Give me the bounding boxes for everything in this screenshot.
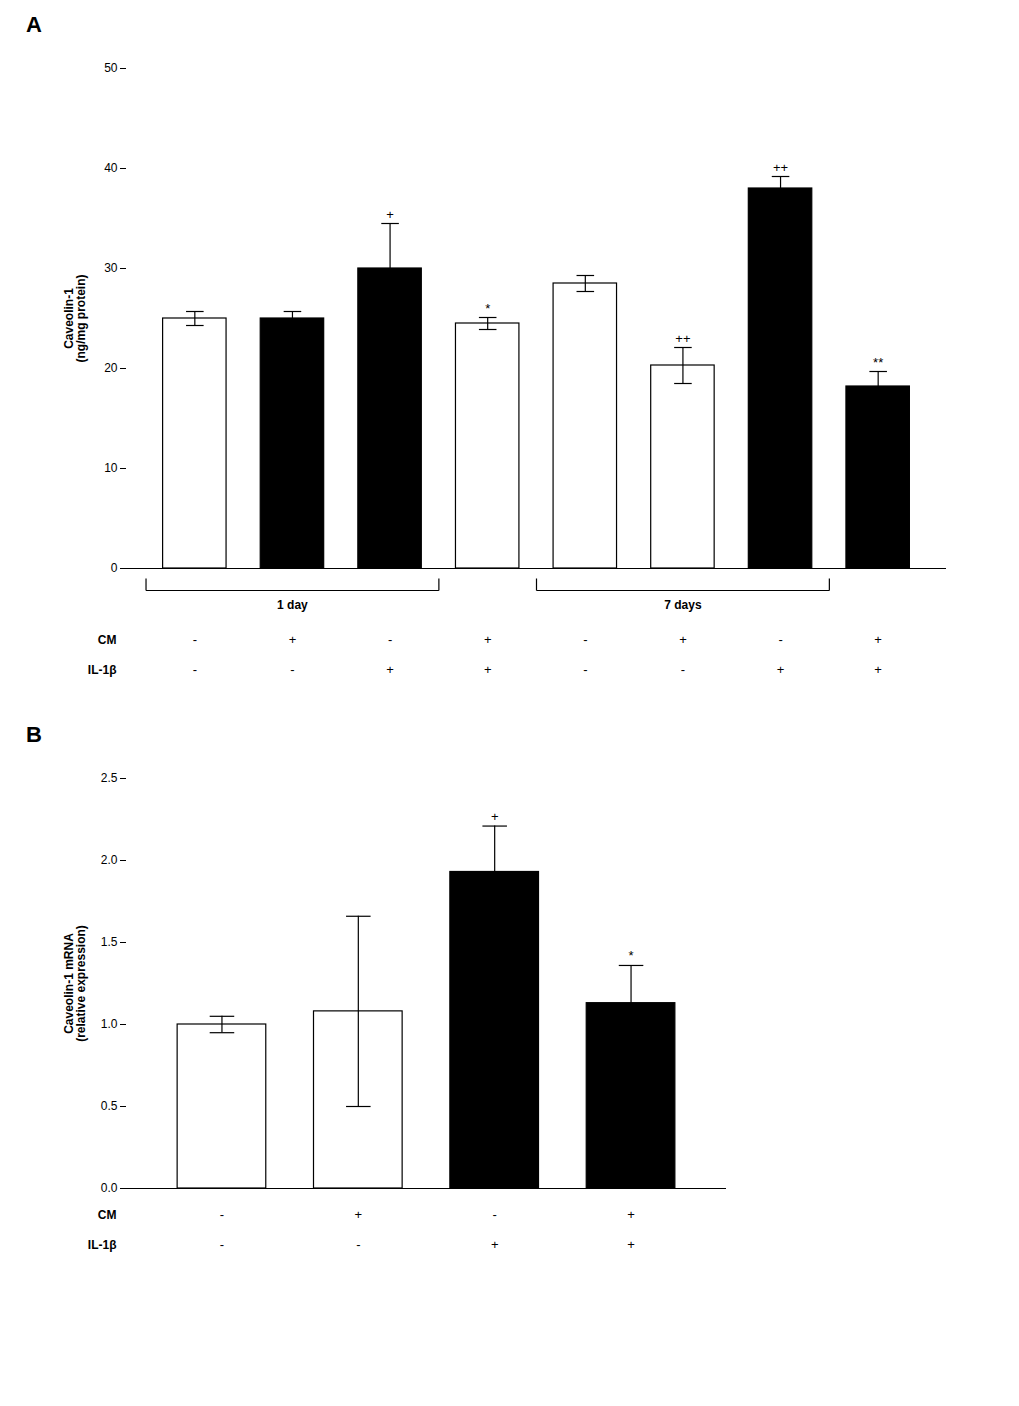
svg-text:7 days: 7 days <box>664 598 702 612</box>
svg-text:+: + <box>491 809 499 824</box>
svg-text:Caveolin-1 mRNA(relative expre: Caveolin-1 mRNA(relative expression) <box>62 925 88 1042</box>
svg-text:+: + <box>777 662 785 677</box>
svg-text:CM: CM <box>98 1208 117 1222</box>
svg-text:**: ** <box>873 355 883 370</box>
svg-text:IL-1β: IL-1β <box>88 663 117 677</box>
svg-text:40: 40 <box>104 161 118 175</box>
svg-text:10: 10 <box>104 461 118 475</box>
svg-text:Caveolin-1(ng/mg protein): Caveolin-1(ng/mg protein) <box>62 275 88 363</box>
svg-text:-: - <box>681 662 685 677</box>
svg-text:0.0: 0.0 <box>101 1181 118 1195</box>
svg-text:0.5: 0.5 <box>101 1099 118 1113</box>
svg-text:*: * <box>485 301 490 316</box>
svg-text:+: + <box>386 207 394 222</box>
svg-text:-: - <box>193 632 197 647</box>
svg-text:+: + <box>289 632 297 647</box>
svg-text:-: - <box>583 662 587 677</box>
svg-text:2.5: 2.5 <box>101 771 118 785</box>
svg-text:+: + <box>874 662 882 677</box>
svg-text:CM: CM <box>98 633 117 647</box>
svg-text:-: - <box>290 662 294 677</box>
svg-text:+: + <box>491 1237 499 1252</box>
svg-text:++: ++ <box>773 160 788 175</box>
svg-text:*: * <box>629 948 634 963</box>
svg-text:+: + <box>874 632 882 647</box>
svg-text:+: + <box>627 1207 635 1222</box>
svg-text:-: - <box>493 1207 497 1222</box>
svg-text:+: + <box>484 632 492 647</box>
svg-text:1.0: 1.0 <box>101 1017 118 1031</box>
svg-text:+: + <box>627 1237 635 1252</box>
svg-text:+: + <box>355 1207 363 1222</box>
svg-text:-: - <box>583 632 587 647</box>
svg-text:-: - <box>778 632 782 647</box>
svg-text:0: 0 <box>111 561 118 575</box>
svg-text:-: - <box>388 632 392 647</box>
html-text:B: B <box>26 722 42 747</box>
svg-text:+: + <box>484 662 492 677</box>
svg-text:+: + <box>679 632 687 647</box>
html-text:A: A <box>26 12 42 37</box>
svg-text:++: ++ <box>675 331 690 346</box>
svg-text:-: - <box>356 1237 360 1252</box>
svg-text:IL-1β: IL-1β <box>88 1238 117 1252</box>
svg-text:1.5: 1.5 <box>101 935 118 949</box>
svg-text:-: - <box>220 1237 224 1252</box>
svg-text:30: 30 <box>104 261 118 275</box>
svg-text:+: + <box>386 662 394 677</box>
svg-text:2.0: 2.0 <box>101 853 118 867</box>
svg-text:50: 50 <box>104 61 118 75</box>
svg-text:20: 20 <box>104 361 118 375</box>
svg-text:1 day: 1 day <box>277 598 308 612</box>
svg-text:-: - <box>193 662 197 677</box>
svg-text:-: - <box>220 1207 224 1222</box>
